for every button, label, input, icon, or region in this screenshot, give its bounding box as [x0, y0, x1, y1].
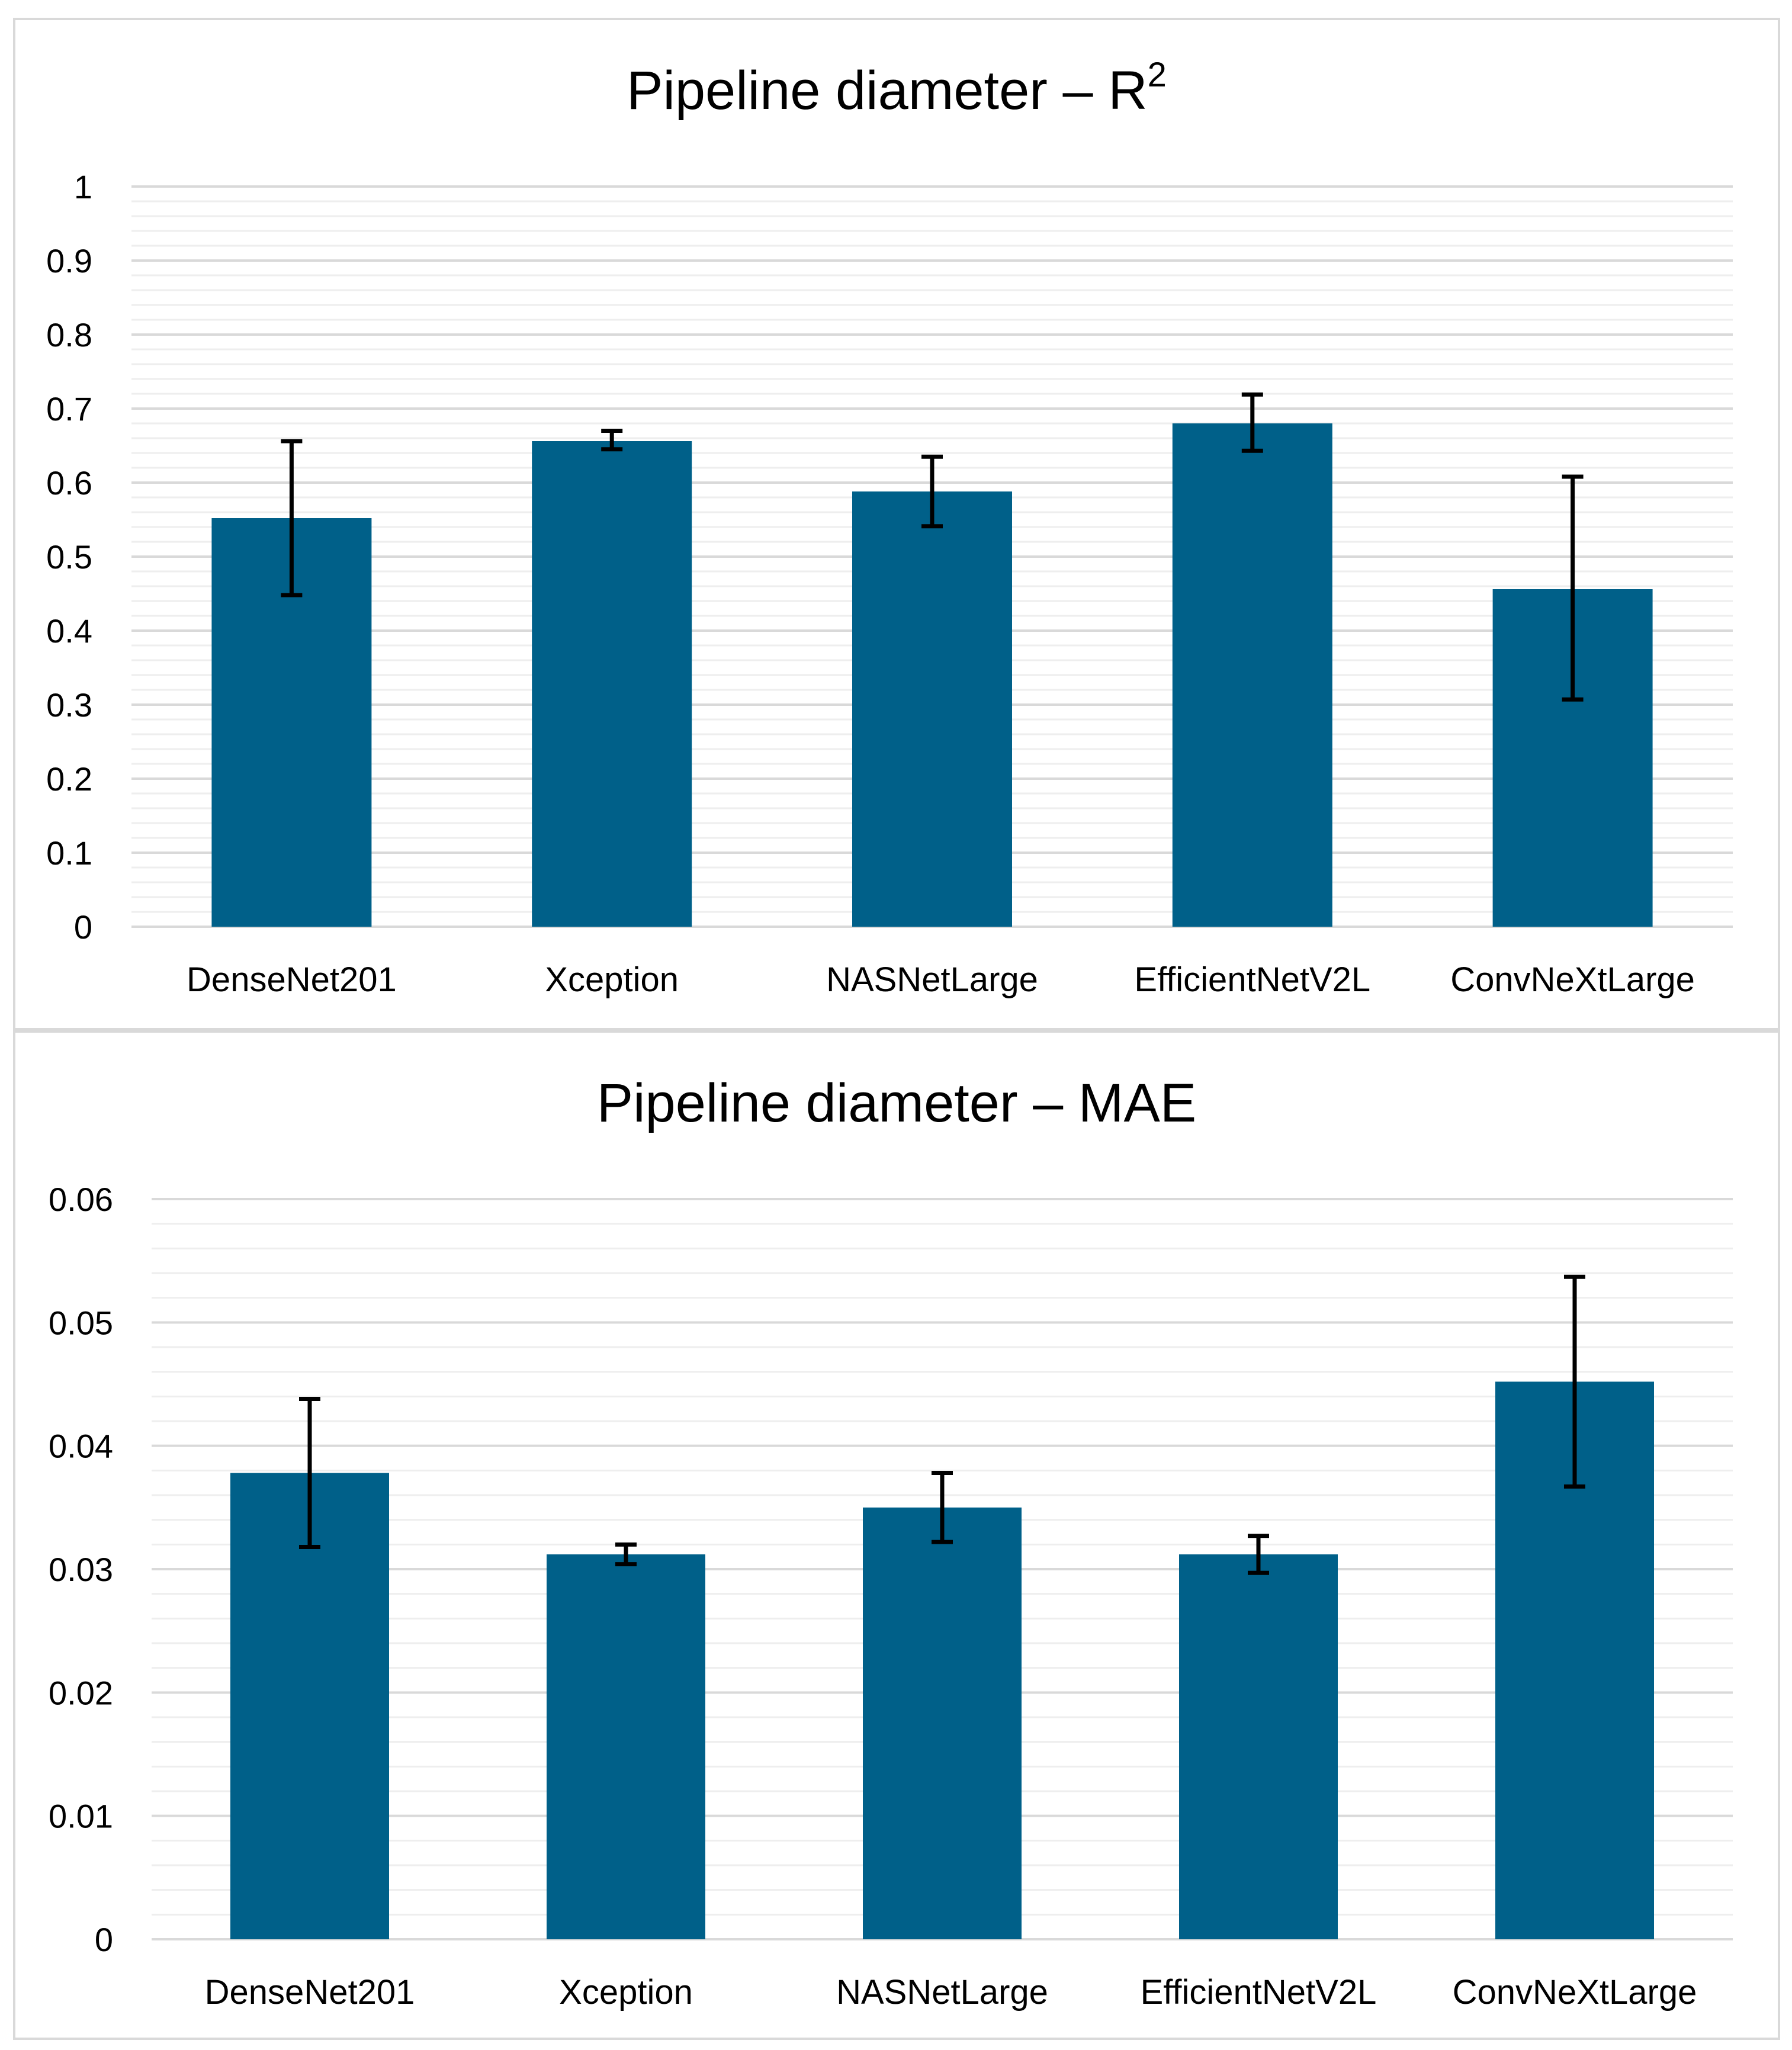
y-tick-label: 0.6 [46, 464, 92, 502]
error-bar [932, 1471, 953, 1544]
bar-nasnetlarge [852, 491, 1012, 927]
y-tick-label: 0.4 [46, 612, 92, 650]
error-bar [1564, 1274, 1585, 1489]
bar-efficientnetv2l [1172, 423, 1332, 927]
chart-title: Pipeline diameter – R2 [627, 56, 1167, 121]
y-tick-label: 0.05 [49, 1304, 113, 1341]
x-category-label: ConvNeXtLarge [1453, 1973, 1697, 2012]
y-tick-label: 0.3 [46, 686, 92, 724]
x-category-label: NASNetLarge [826, 960, 1038, 999]
bars [230, 1381, 1654, 1939]
error-bar [281, 439, 303, 597]
x-category-label: Xception [545, 960, 679, 999]
error-bar [921, 454, 943, 529]
r2-chart-panel: Pipeline diameter – R2 0 0.1 0.2 0.3 0.4 0.5 0.… [13, 18, 1780, 1030]
error-bar [1562, 474, 1584, 702]
r2-chart: Pipeline diameter – R2 0 0.1 0.2 0.3 0.4 0.5 0.… [46, 56, 1733, 999]
y-tick-label: 0.06 [49, 1181, 113, 1218]
x-category-label: NASNetLarge [836, 1973, 1048, 2012]
x-category-label: ConvNeXtLarge [1450, 960, 1695, 999]
error-bar [601, 429, 623, 452]
x-category-label: EfficientNetV2L [1134, 960, 1370, 999]
x-category-label: DenseNet201 [187, 960, 397, 999]
chart-title-superscript: 2 [1148, 56, 1167, 94]
chart-title: Pipeline diameter – MAE [597, 1073, 1197, 1133]
error-bar [299, 1397, 320, 1549]
y-tick-label: 0.8 [46, 316, 92, 354]
major-gridlines [131, 185, 1733, 928]
bar-xception [532, 441, 692, 927]
x-category-label: EfficientNetV2L [1141, 1973, 1377, 2012]
y-tick-label: 0.04 [49, 1428, 113, 1465]
y-tick-label: 0.1 [46, 834, 92, 872]
x-category-label: DenseNet201 [205, 1973, 415, 2012]
error-bar [1248, 1534, 1269, 1575]
error-bar [615, 1542, 637, 1567]
y-tick-label: 1 [74, 168, 92, 205]
bar-xception [547, 1554, 705, 1939]
y-tick-label: 0.7 [46, 390, 92, 428]
y-tick-label: 0.01 [49, 1798, 113, 1835]
y-tick-label: 0.2 [46, 760, 92, 798]
error-bar [1241, 392, 1263, 453]
bar-efficientnetv2l [1179, 1554, 1338, 1939]
y-tick-label: 0.03 [49, 1551, 113, 1588]
y-tick-label: 0.9 [46, 242, 92, 279]
bar-densenet201 [230, 1473, 389, 1939]
y-tick-label: 0.02 [49, 1674, 113, 1711]
mae-chart-panel: Pipeline diameter – MAE 0 0.01 0.02 0.03 0.04… [13, 1030, 1780, 2040]
x-category-label: Xception [559, 1973, 693, 2012]
y-tick-label: 0 [74, 908, 92, 946]
y-tick-label: 0 [95, 1921, 113, 1958]
y-tick-label: 0.5 [46, 538, 92, 576]
mae-chart: Pipeline diameter – MAE 0 0.01 0.02 0.03 0.04… [49, 1073, 1733, 2012]
bar-nasnetlarge [863, 1507, 1022, 1939]
